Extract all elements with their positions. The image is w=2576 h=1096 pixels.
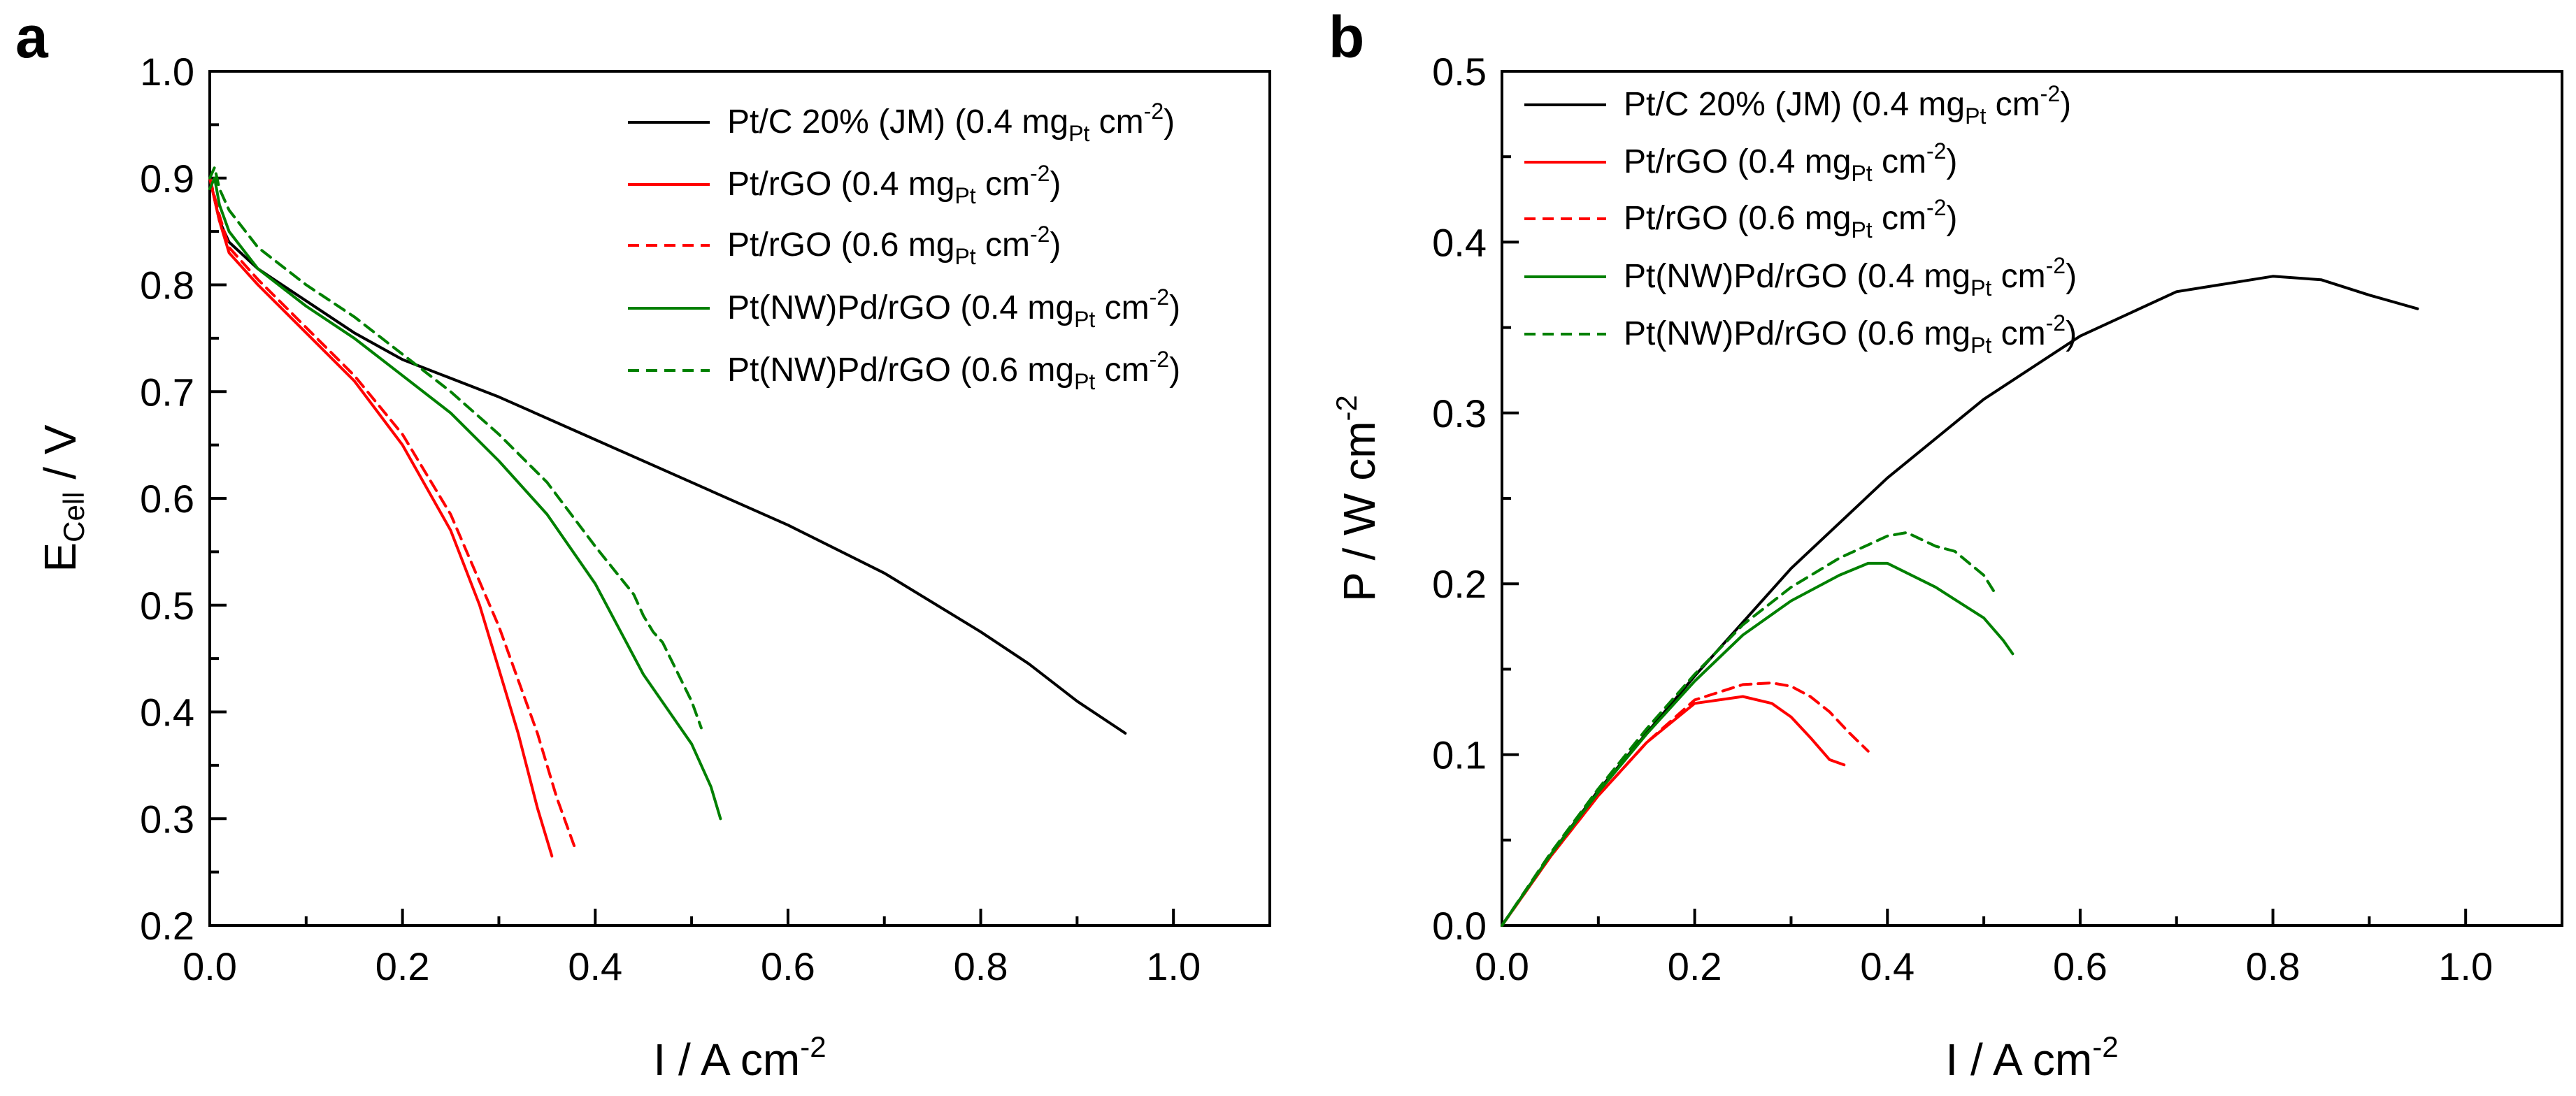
- y-tick-label: 0.8: [140, 264, 194, 308]
- legend-label: Pt/rGO (0.4 mgPt cm-2): [1624, 138, 1957, 186]
- panel-b-series-1-line: [1501, 695, 1846, 927]
- panel-a-x-axis-title: I / A cm-2: [653, 1030, 826, 1085]
- x-tick-label: 0.6: [2053, 944, 2108, 988]
- y-tick-label: 0.7: [140, 370, 194, 414]
- x-tick-label: 0.2: [375, 944, 430, 988]
- y-tick-label: 0.4: [140, 691, 194, 735]
- panel-a-series-3-line: [208, 176, 722, 821]
- legend-label: Pt(NW)Pd/rGO (0.4 mgPt cm-2): [1624, 253, 2077, 301]
- y-tick-label: 0.1: [1432, 733, 1487, 777]
- panel-a-series-4-line: [208, 166, 703, 730]
- panel-a: a 0.0 0.2 0.4 0.6 0.8 1.00.20.30.40.50.60.70.…: [15, 4, 1271, 1085]
- y-tick-label: 0.5: [140, 584, 194, 628]
- panel-b-series-0-line: [1501, 275, 2419, 927]
- panel-a-legend: Pt/C 20% (JM) (0.4 mgPt cm-2) Pt/rGO (0.…: [628, 99, 1180, 394]
- panel-b-legend-entry-3: Pt(NW)Pd/rGO (0.4 mgPt cm-2): [1524, 253, 2077, 301]
- x-tick-label: 0.8: [2246, 944, 2300, 988]
- y-tick-label: 0.6: [140, 477, 194, 521]
- panel-b-series-3-line: [1501, 561, 2015, 927]
- panel-a-lines: [208, 166, 1127, 858]
- panel-a-legend-entry-3: Pt(NW)Pd/rGO (0.4 mgPt cm-2): [628, 284, 1180, 332]
- y-tick-label: 0.0: [1432, 904, 1487, 948]
- legend-label: Pt/C 20% (JM) (0.4 mgPt cm-2): [727, 99, 1175, 146]
- panel-a-series-1-line: [208, 176, 554, 858]
- y-tick-label: 0.4: [1432, 220, 1487, 264]
- panel-b-legend: Pt/C 20% (JM) (0.4 mgPt cm-2) Pt/rGO (0.…: [1524, 81, 2077, 358]
- x-tick-label: 0.8: [954, 944, 1008, 988]
- panel-b-y-axis-title: P / W cm-2: [1330, 395, 1384, 602]
- panel-b: b 0.0 0.2 0.4 0.6 0.8 1.0 0.0 0.1 0.2 0.3 0.4 0.5 P…: [1329, 4, 2563, 1085]
- legend-label: Pt/C 20% (JM) (0.4 mgPt cm-2): [1624, 81, 2071, 129]
- y-tick-label: 0.3: [140, 797, 194, 841]
- panel-a-series-0-line: [208, 176, 1127, 735]
- y-tick-label: 0.5: [1432, 50, 1487, 94]
- panel-a-y-axis-title: ECell / V: [35, 424, 90, 572]
- legend-label: Pt/rGO (0.6 mgPt cm-2): [1624, 195, 1957, 243]
- panel-b-legend-entry-0: Pt/C 20% (JM) (0.4 mgPt cm-2): [1524, 81, 2071, 129]
- panel-a-legend-entry-1: Pt/rGO (0.4 mgPt cm-2): [628, 161, 1061, 208]
- x-tick-label: 0.0: [183, 944, 237, 988]
- y-tick-label: 0.9: [140, 157, 194, 201]
- panel-b-legend-entry-2: Pt/rGO (0.6 mgPt cm-2): [1524, 195, 1957, 243]
- panel-a-legend-entry-2: Pt/rGO (0.6 mgPt cm-2): [628, 222, 1061, 269]
- panel-a-letter: a: [15, 4, 49, 70]
- y-tick-label: 1.0: [140, 50, 194, 94]
- x-tick-label: 0.2: [1668, 944, 1722, 988]
- panel-a-series-2-line: [208, 176, 578, 853]
- y-tick-label: 0.2: [1432, 562, 1487, 606]
- panel-b-tick-labels: 0.0 0.2 0.4 0.6 0.8 1.0 0.0 0.1 0.2 0.3 0.4 0.5: [1432, 50, 2493, 988]
- legend-label: Pt/rGO (0.6 mgPt cm-2): [727, 222, 1061, 269]
- x-tick-label: 0.4: [568, 944, 622, 988]
- panel-b-letter: b: [1329, 4, 1364, 70]
- y-tick-label: 0.2: [140, 904, 194, 948]
- panel-b-ticks: [1501, 70, 2468, 927]
- legend-label: Pt(NW)Pd/rGO (0.6 mgPt cm-2): [1624, 310, 2077, 358]
- panel-a-legend-entry-0: Pt/C 20% (JM) (0.4 mgPt cm-2): [628, 99, 1175, 146]
- legend-label: Pt(NW)Pd/rGO (0.4 mgPt cm-2): [727, 284, 1180, 332]
- x-tick-label: 1.0: [2438, 944, 2493, 988]
- y-tick-label: 0.3: [1432, 391, 1487, 435]
- panel-b-lines: [1501, 275, 2419, 927]
- panel-a-ticks: [208, 70, 1175, 927]
- x-tick-label: 1.0: [1146, 944, 1201, 988]
- legend-label: Pt/rGO (0.4 mgPt cm-2): [727, 161, 1061, 208]
- panel-b-legend-entry-4: Pt(NW)Pd/rGO (0.6 mgPt cm-2): [1524, 310, 2077, 358]
- x-tick-label: 0.6: [761, 944, 815, 988]
- panel-b-series-2-line: [1501, 682, 1870, 927]
- panel-b-x-axis-title: I / A cm-2: [1945, 1030, 2118, 1085]
- x-tick-label: 0.4: [1860, 944, 1915, 988]
- x-tick-label: 0.0: [1475, 944, 1529, 988]
- panel-a-tick-labels: 0.0 0.2 0.4 0.6 0.8 1.00.20.30.40.50.60.70.80…: [140, 50, 1201, 988]
- legend-label: Pt(NW)Pd/rGO (0.6 mgPt cm-2): [727, 347, 1180, 394]
- panel-b-legend-entry-1: Pt/rGO (0.4 mgPt cm-2): [1524, 138, 1957, 186]
- panel-a-legend-entry-4: Pt(NW)Pd/rGO (0.6 mgPt cm-2): [628, 347, 1180, 394]
- panel-b-series-4-line: [1501, 531, 1995, 927]
